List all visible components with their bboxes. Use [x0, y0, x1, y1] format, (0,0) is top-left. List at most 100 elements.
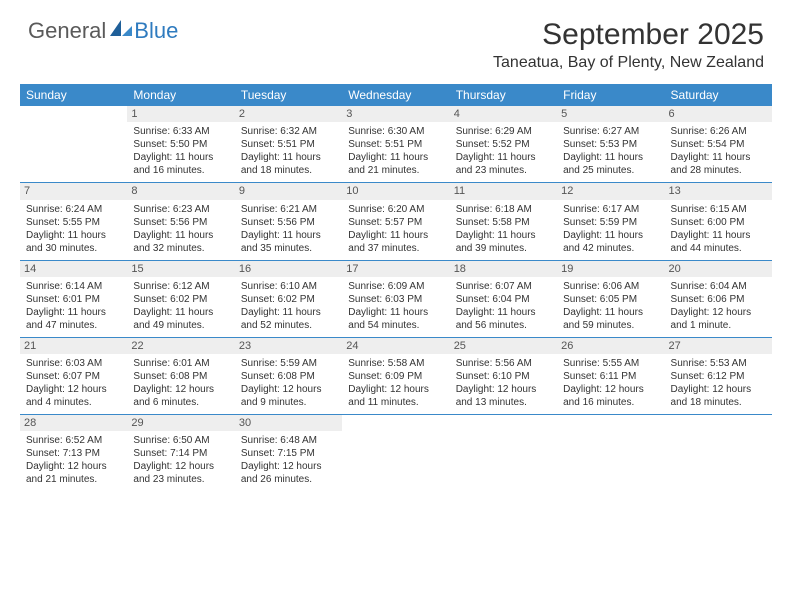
daylight-text: Daylight: 12 hours — [671, 306, 766, 319]
day-number: 8 — [127, 183, 234, 199]
daylight-text: Daylight: 12 hours — [241, 383, 336, 396]
sunset-text: Sunset: 6:03 PM — [348, 293, 443, 306]
daylight-text: and 21 minutes. — [348, 164, 443, 177]
daylight-text: and 1 minute. — [671, 319, 766, 332]
daylight-text: Daylight: 11 hours — [241, 306, 336, 319]
sunrise-text: Sunrise: 6:23 AM — [133, 203, 228, 216]
day-cell: 17Sunrise: 6:09 AMSunset: 6:03 PMDayligh… — [342, 260, 449, 337]
sunset-text: Sunset: 5:57 PM — [348, 216, 443, 229]
day-header: Thursday — [450, 84, 557, 106]
daylight-text: and 59 minutes. — [563, 319, 658, 332]
sunset-text: Sunset: 5:56 PM — [133, 216, 228, 229]
daylight-text: Daylight: 11 hours — [241, 229, 336, 242]
sunset-text: Sunset: 6:02 PM — [241, 293, 336, 306]
day-cell: 4Sunrise: 6:29 AMSunset: 5:52 PMDaylight… — [450, 106, 557, 183]
daylight-text: and 18 minutes. — [671, 396, 766, 409]
sunset-text: Sunset: 5:54 PM — [671, 138, 766, 151]
sunset-text: Sunset: 6:04 PM — [456, 293, 551, 306]
sunrise-text: Sunrise: 6:50 AM — [133, 434, 228, 447]
sunrise-text: Sunrise: 6:04 AM — [671, 280, 766, 293]
logo: General Blue — [28, 18, 178, 44]
sunset-text: Sunset: 6:09 PM — [348, 370, 443, 383]
sunset-text: Sunset: 6:00 PM — [671, 216, 766, 229]
daylight-text: Daylight: 12 hours — [241, 460, 336, 473]
day-number: 29 — [127, 415, 234, 431]
sunrise-text: Sunrise: 6:09 AM — [348, 280, 443, 293]
sunrise-text: Sunrise: 6:06 AM — [563, 280, 658, 293]
week-row: 1Sunrise: 6:33 AMSunset: 5:50 PMDaylight… — [20, 106, 772, 183]
sunrise-text: Sunrise: 6:03 AM — [26, 357, 121, 370]
sunrise-text: Sunrise: 6:26 AM — [671, 125, 766, 138]
daylight-text: Daylight: 11 hours — [26, 229, 121, 242]
daylight-text: Daylight: 12 hours — [563, 383, 658, 396]
day-cell — [450, 415, 557, 492]
day-number: 4 — [450, 106, 557, 122]
daylight-text: and 54 minutes. — [348, 319, 443, 332]
daylight-text: and 23 minutes. — [456, 164, 551, 177]
day-number: 25 — [450, 338, 557, 354]
daylight-text: Daylight: 11 hours — [456, 306, 551, 319]
sunrise-text: Sunrise: 5:53 AM — [671, 357, 766, 370]
day-number: 28 — [20, 415, 127, 431]
sunrise-text: Sunrise: 6:33 AM — [133, 125, 228, 138]
daylight-text: and 28 minutes. — [671, 164, 766, 177]
daylight-text: and 6 minutes. — [133, 396, 228, 409]
calendar-table: Sunday Monday Tuesday Wednesday Thursday… — [20, 84, 772, 491]
daylight-text: Daylight: 11 hours — [671, 151, 766, 164]
sunset-text: Sunset: 6:05 PM — [563, 293, 658, 306]
day-cell: 18 Sunrise: 6:07 AMSunset: 6:04 PMDayligh… — [450, 260, 557, 337]
sunrise-text: Sunrise: 6:30 AM — [348, 125, 443, 138]
day-number: 7 — [20, 183, 127, 199]
sunrise-text: Sunrise: 6:01 AM — [133, 357, 228, 370]
sunset-text: Sunset: 5:50 PM — [133, 138, 228, 151]
daylight-text: and 16 minutes. — [563, 396, 658, 409]
daylight-text: and 56 minutes. — [456, 319, 551, 332]
day-cell: 9Sunrise: 6:21 AMSunset: 5:56 PMDaylight… — [235, 183, 342, 260]
day-cell: 19Sunrise: 6:06 AMSunset: 6:05 PMDayligh… — [557, 260, 664, 337]
daylight-text: and 42 minutes. — [563, 242, 658, 255]
daylight-text: and 35 minutes. — [241, 242, 336, 255]
sunrise-text: Sunrise: 6:27 AM — [563, 125, 658, 138]
day-number: 9 — [235, 183, 342, 199]
day-number: 13 — [665, 183, 772, 199]
sunrise-text: Sunrise: 6:10 AM — [241, 280, 336, 293]
day-number: 14 — [20, 261, 127, 277]
day-cell: 23Sunrise: 5:59 AMSunset: 6:08 PMDayligh… — [235, 337, 342, 414]
sunrise-text: Sunrise: 6:07 AM — [456, 280, 551, 293]
sunset-text: Sunset: 6:07 PM — [26, 370, 121, 383]
day-number: 20 — [665, 261, 772, 277]
day-cell: 7Sunrise: 6:24 AMSunset: 5:55 PMDaylight… — [20, 183, 127, 260]
day-cell: 25Sunrise: 5:56 AMSunset: 6:10 PMDayligh… — [450, 337, 557, 414]
day-cell: 14Sunrise: 6:14 AMSunset: 6:01 PMDayligh… — [20, 260, 127, 337]
month-title: September 2025 — [493, 18, 764, 52]
day-header-row: Sunday Monday Tuesday Wednesday Thursday… — [20, 84, 772, 106]
daylight-text: Daylight: 12 hours — [348, 383, 443, 396]
logo-text-blue: Blue — [134, 18, 178, 44]
day-number: 2 — [235, 106, 342, 122]
daylight-text: Daylight: 12 hours — [671, 383, 766, 396]
location-subtitle: Taneatua, Bay of Plenty, New Zealand — [493, 54, 764, 72]
sunrise-text: Sunrise: 6:21 AM — [241, 203, 336, 216]
sunrise-text: Sunrise: 6:48 AM — [241, 434, 336, 447]
day-header: Monday — [127, 84, 234, 106]
day-cell — [20, 106, 127, 183]
sunrise-text: Sunrise: 6:24 AM — [26, 203, 121, 216]
daylight-text: and 25 minutes. — [563, 164, 658, 177]
sunrise-text: Sunrise: 6:20 AM — [348, 203, 443, 216]
day-cell: 20Sunrise: 6:04 AMSunset: 6:06 PMDayligh… — [665, 260, 772, 337]
daylight-text: and 23 minutes. — [133, 473, 228, 486]
sunrise-text: Sunrise: 6:12 AM — [133, 280, 228, 293]
sunset-text: Sunset: 5:59 PM — [563, 216, 658, 229]
sunset-text: Sunset: 6:11 PM — [563, 370, 658, 383]
sunset-text: Sunset: 6:08 PM — [133, 370, 228, 383]
week-row: 28Sunrise: 6:52 AMSunset: 7:13 PMDayligh… — [20, 415, 772, 492]
week-row: 7Sunrise: 6:24 AMSunset: 5:55 PMDaylight… — [20, 183, 772, 260]
day-cell: 21Sunrise: 6:03 AMSunset: 6:07 PMDayligh… — [20, 337, 127, 414]
day-number: 19 — [557, 261, 664, 277]
daylight-text: Daylight: 11 hours — [133, 229, 228, 242]
day-number: 30 — [235, 415, 342, 431]
title-block: September 2025 Taneatua, Bay of Plenty, … — [493, 18, 764, 72]
day-number: 18 — [450, 261, 557, 277]
sunrise-text: Sunrise: 6:29 AM — [456, 125, 551, 138]
daylight-text: and 11 minutes. — [348, 396, 443, 409]
